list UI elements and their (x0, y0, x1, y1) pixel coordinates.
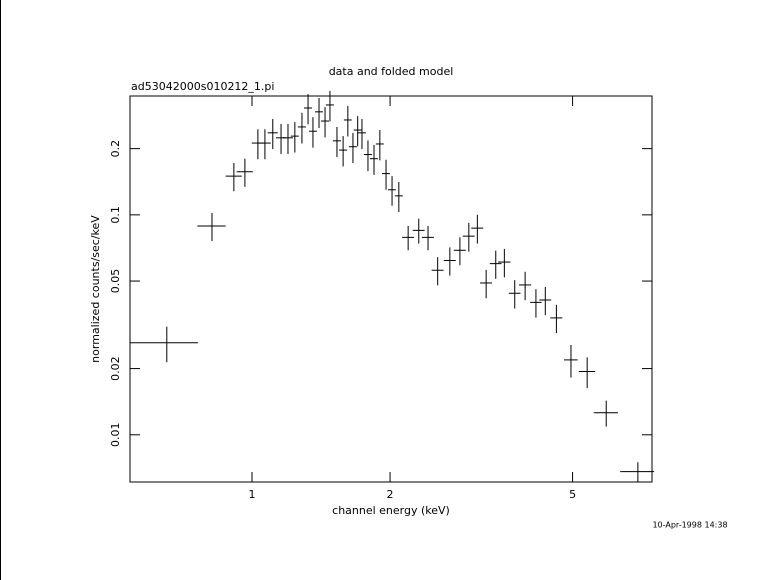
y-tick-label: 0.02 (109, 356, 122, 381)
y-axis-label: normalized counts/sec/keV (89, 215, 102, 363)
x-tick-label: 5 (569, 488, 576, 501)
chart-subtitle: ad53042000s010212_1.pi (131, 80, 274, 93)
y-tick-label: 0.05 (109, 269, 122, 294)
chart-title: data and folded model (329, 65, 454, 78)
y-tick-label: 0.01 (109, 423, 122, 448)
x-tick-label: 2 (387, 488, 394, 501)
x-axis-label: channel energy (keV) (332, 504, 450, 517)
y-tick-label: 0.2 (109, 140, 122, 158)
x-tick-label: 1 (248, 488, 255, 501)
y-tick-label: 0.1 (109, 206, 122, 224)
plot-frame (129, 95, 653, 483)
timestamp: 10-Apr-1998 14:38 (652, 521, 727, 530)
